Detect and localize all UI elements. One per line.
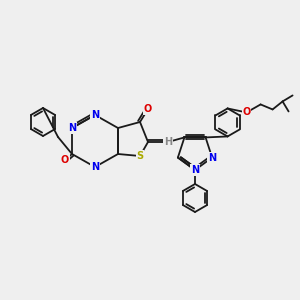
Text: O: O xyxy=(144,104,152,114)
Text: N: N xyxy=(91,162,99,172)
Text: N: N xyxy=(208,153,216,163)
Text: N: N xyxy=(68,123,76,133)
Text: N: N xyxy=(191,165,199,175)
Text: O: O xyxy=(61,155,69,165)
Text: H: H xyxy=(164,137,172,147)
Text: O: O xyxy=(242,107,251,117)
Text: N: N xyxy=(91,110,99,120)
Text: S: S xyxy=(136,151,144,161)
